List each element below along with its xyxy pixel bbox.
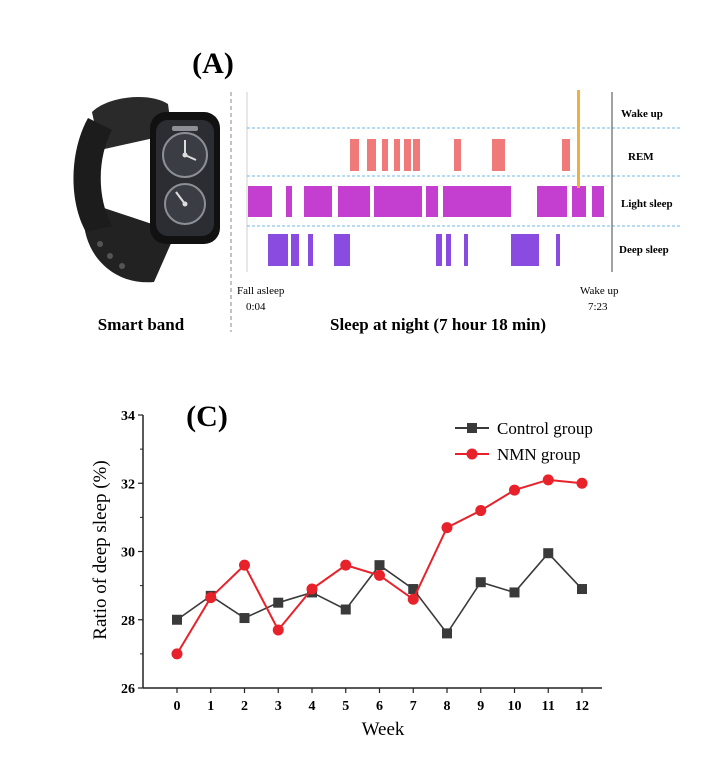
- x-tick-label: 8: [444, 699, 451, 714]
- stage-label-rem: REM: [628, 151, 654, 163]
- control-point: [442, 628, 452, 639]
- x-axis-label: Week: [362, 719, 405, 740]
- nmn-point: [509, 484, 520, 496]
- sleep-hypnogram: [246, 90, 682, 272]
- control-point: [509, 587, 520, 598]
- stage-label-wake: Wake up: [621, 108, 663, 120]
- stage-label-light: Light sleep: [621, 198, 673, 210]
- x-tick-label: 5: [342, 699, 349, 714]
- deep-sleep-blocks: [268, 234, 560, 266]
- control-point: [340, 604, 351, 615]
- panel-a-label: (A): [192, 47, 234, 80]
- chart-legend: Control group NMN group: [455, 419, 593, 464]
- control-point: [273, 597, 284, 608]
- y-tick-label: 28: [121, 614, 135, 629]
- y-tick-label: 34: [121, 409, 135, 424]
- x-tick-label: 6: [376, 699, 383, 714]
- x-tick-label: 9: [477, 699, 484, 714]
- control-point: [172, 614, 182, 625]
- x-tick-label: 12: [575, 699, 589, 714]
- legend-marker-1: [466, 448, 478, 460]
- y-tick-label: 26: [121, 682, 135, 697]
- stage-label-deep: Deep sleep: [619, 244, 669, 256]
- nmn-point: [475, 505, 487, 517]
- nmn-point: [171, 648, 183, 660]
- light-sleep-blocks: [248, 186, 604, 217]
- nmn-point: [407, 593, 419, 605]
- x-tick-label: 0: [174, 699, 181, 714]
- legend-marker-0: [467, 423, 477, 433]
- x-tick-label: 7: [410, 699, 417, 714]
- nmn-point: [340, 559, 352, 571]
- panel-c-label: (C): [186, 400, 228, 433]
- control-point: [408, 584, 419, 595]
- nmn-point: [272, 624, 284, 636]
- legend-label-1: NMN group: [497, 445, 581, 464]
- control-point: [475, 577, 486, 588]
- nmn-point: [374, 569, 385, 581]
- nmn-point: [542, 474, 554, 486]
- wake-up-time: 7:23: [588, 301, 608, 313]
- chart-series: [171, 474, 588, 660]
- nmn-point: [205, 592, 217, 604]
- y-axis-label: Ratio of deep sleep (%): [90, 460, 111, 639]
- sleep-caption: Sleep at night (7 hour 18 min): [330, 315, 546, 334]
- nmn-point: [441, 522, 453, 534]
- x-tick-label: 11: [542, 699, 555, 714]
- nmn-point: [576, 477, 588, 489]
- y-tick-label: 32: [121, 477, 135, 492]
- control-point: [543, 548, 554, 559]
- x-tick-label: 10: [508, 699, 522, 714]
- x-tick-label: 4: [309, 699, 316, 714]
- x-tick-label: 2: [241, 699, 248, 714]
- x-tick-label: 1: [207, 699, 214, 714]
- x-tick-label: 3: [275, 699, 282, 714]
- fall-asleep-label: Fall asleep: [237, 285, 285, 297]
- rem-blocks: [350, 139, 570, 171]
- smart-band-image: [73, 97, 220, 283]
- smart-band-caption: Smart band: [98, 315, 185, 334]
- y-tick-label: 30: [121, 546, 135, 561]
- fall-asleep-time: 0:04: [246, 301, 266, 313]
- nmn-point: [239, 559, 250, 571]
- control-point: [577, 584, 587, 595]
- wake-spike: [577, 90, 580, 188]
- nmn-point: [306, 583, 318, 595]
- control-point: [239, 613, 250, 624]
- legend-label-0: Control group: [497, 419, 593, 438]
- wake-up-label: Wake up: [580, 285, 619, 297]
- control-point: [374, 560, 385, 571]
